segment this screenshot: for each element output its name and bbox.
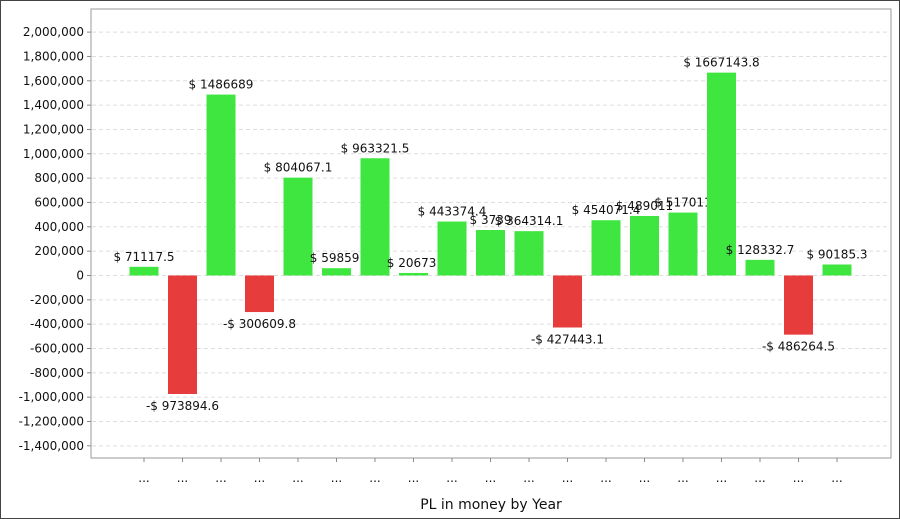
y-tick-label: -400,000 <box>30 317 84 331</box>
x-axis-title: PL in money by Year <box>420 497 562 513</box>
bar <box>360 158 390 276</box>
bar <box>784 275 813 335</box>
y-tick-label: 400,000 <box>34 220 84 234</box>
value-label: $ 804067.1 <box>264 161 333 175</box>
value-label: $ 20673. <box>387 256 440 270</box>
value-label: $ 3739 <box>470 213 512 227</box>
x-tick-label: ... <box>292 471 303 485</box>
x-tick-label: ... <box>716 471 727 485</box>
x-tick-label: ... <box>600 471 611 485</box>
y-tick-label: -200,000 <box>30 293 84 307</box>
bar <box>168 275 197 394</box>
value-label: -$ 973894.6 <box>146 399 219 413</box>
x-tick-label: ... <box>793 471 804 485</box>
value-label: $ 364314.1 <box>495 214 564 228</box>
value-label: $ 59859. <box>310 251 363 265</box>
bar <box>206 94 236 276</box>
bar <box>822 264 852 276</box>
x-tick-label: ... <box>369 471 380 485</box>
x-tick-label: ... <box>446 471 457 485</box>
value-label: $ 1667143.8 <box>683 56 759 70</box>
x-tick-label: ... <box>331 471 342 485</box>
y-tick-label: -800,000 <box>30 366 84 380</box>
y-tick-label: 1,000,000 <box>23 147 84 161</box>
y-tick-label: 0 <box>76 268 84 282</box>
bar <box>591 220 621 276</box>
x-tick-label: ... <box>138 471 149 485</box>
y-tick-label: -1,400,000 <box>19 439 84 453</box>
y-tick-label: -600,000 <box>30 341 84 355</box>
x-tick-label: ... <box>562 471 573 485</box>
x-tick-label: ... <box>831 471 842 485</box>
y-tick-label: 200,000 <box>34 244 84 258</box>
y-tick-label: -1,200,000 <box>19 414 84 428</box>
bar <box>437 221 467 276</box>
value-label: $ 71117.5 <box>113 250 174 264</box>
y-tick-label: 1,200,000 <box>23 122 84 136</box>
x-tick-label: ... <box>254 471 265 485</box>
value-label: $ 90185.3 <box>806 248 867 262</box>
y-tick-label: -1,000,000 <box>19 390 84 404</box>
value-label: $ 489011 <box>616 199 673 213</box>
bar <box>745 259 775 276</box>
x-tick-label: ... <box>523 471 534 485</box>
bar <box>476 229 505 276</box>
x-tick-label: ... <box>408 471 419 485</box>
x-tick-label: ... <box>754 471 765 485</box>
bar <box>322 268 351 276</box>
value-label: -$ 486264.5 <box>762 340 835 354</box>
value-label: $ 1486689 <box>189 78 254 92</box>
value-label: $ 128332.7 <box>726 243 795 257</box>
y-tick-label: 2,000,000 <box>23 25 84 39</box>
y-tick-label: 1,600,000 <box>23 74 84 88</box>
value-label: $ 963321.5 <box>341 141 410 155</box>
value-label: -$ 300609.8 <box>223 317 296 331</box>
x-tick-label: ... <box>215 471 226 485</box>
value-label: -$ 427443.1 <box>531 332 604 346</box>
bar <box>668 212 698 276</box>
y-tick-label: 800,000 <box>34 171 84 185</box>
bar <box>283 177 313 276</box>
bar <box>129 266 159 276</box>
bar <box>707 72 736 276</box>
x-tick-label: ... <box>639 471 650 485</box>
value-label: $ 454071.4 <box>572 203 641 217</box>
x-tick-label: ... <box>177 471 188 485</box>
bar <box>630 215 659 276</box>
x-tick-label: ... <box>485 471 496 485</box>
y-tick-label: 1,400,000 <box>23 98 84 112</box>
bar <box>514 231 544 276</box>
y-tick-label: 1,800,000 <box>23 49 84 63</box>
bar <box>399 272 428 276</box>
bar <box>245 275 274 313</box>
value-label: $ 443374.4 <box>418 205 487 219</box>
x-tick-label: ... <box>677 471 688 485</box>
bar <box>553 275 582 328</box>
value-label: $ 517011 <box>654 196 711 210</box>
y-tick-label: 600,000 <box>34 195 84 209</box>
